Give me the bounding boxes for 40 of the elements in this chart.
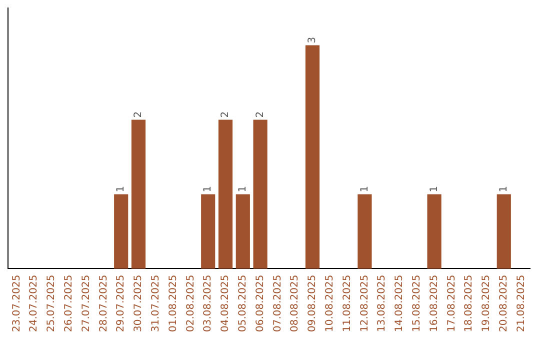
x-tick-label: 13.08.2025	[376, 274, 388, 332]
data-label: 1	[116, 186, 127, 192]
data-label: 2	[254, 111, 266, 118]
x-tick-label: 25.07.2025	[46, 274, 58, 332]
data-label: 2	[220, 111, 232, 118]
data-label: 1	[498, 186, 510, 192]
x-tick-label: 16.08.2025	[428, 274, 440, 332]
x-tick-label: 23.07.2025	[11, 274, 22, 332]
x-tick-label: 26.07.2025	[63, 274, 74, 332]
x-tick-label: 27.07.2025	[80, 274, 92, 332]
x-tick-label: 29.07.2025	[116, 274, 127, 332]
x-tick-label: 11.08.2025	[342, 274, 353, 332]
x-tick-label: 10.08.2025	[324, 274, 336, 332]
x-tick-label: 03.08.2025	[202, 274, 214, 332]
x-tick-label: 24.07.2025	[28, 274, 40, 332]
x-tick-label: 04.08.2025	[220, 274, 232, 332]
x-tick-label: 15.08.2025	[411, 274, 422, 332]
x-tick-label: 18.08.2025	[464, 274, 475, 332]
x-tick-label: 07.08.2025	[272, 274, 284, 332]
x-tick-label: 08.08.2025	[290, 274, 301, 332]
x-tick-label: 28.07.2025	[98, 274, 110, 332]
x-tick-label: 31.07.2025	[150, 274, 162, 332]
x-tick-label: 14.08.2025	[394, 274, 406, 332]
x-tick-label: 19.08.2025	[481, 274, 492, 332]
data-label: 1	[237, 186, 248, 192]
x-tick-label: 09.08.2025	[307, 274, 318, 332]
data-label: 3	[307, 36, 318, 44]
x-tick-label: 05.08.2025	[237, 274, 248, 332]
x-tick-label: 17.08.2025	[446, 274, 458, 332]
data-label: 1	[428, 186, 440, 192]
x-tick-label: 12.08.2025	[359, 274, 370, 332]
data-label: 1	[202, 186, 214, 192]
x-tick-label: 21.08.2025	[516, 274, 527, 332]
x-tick-label: 30.07.2025	[133, 274, 144, 332]
x-tick-label: 02.08.2025	[185, 274, 196, 332]
x-tick-label: 06.08.2025	[254, 274, 266, 332]
data-label: 2	[133, 111, 144, 118]
x-tick-label: 20.08.2025	[498, 274, 510, 332]
x-tick-label: 01.08.2025	[168, 274, 179, 332]
data-label: 1	[359, 186, 370, 192]
